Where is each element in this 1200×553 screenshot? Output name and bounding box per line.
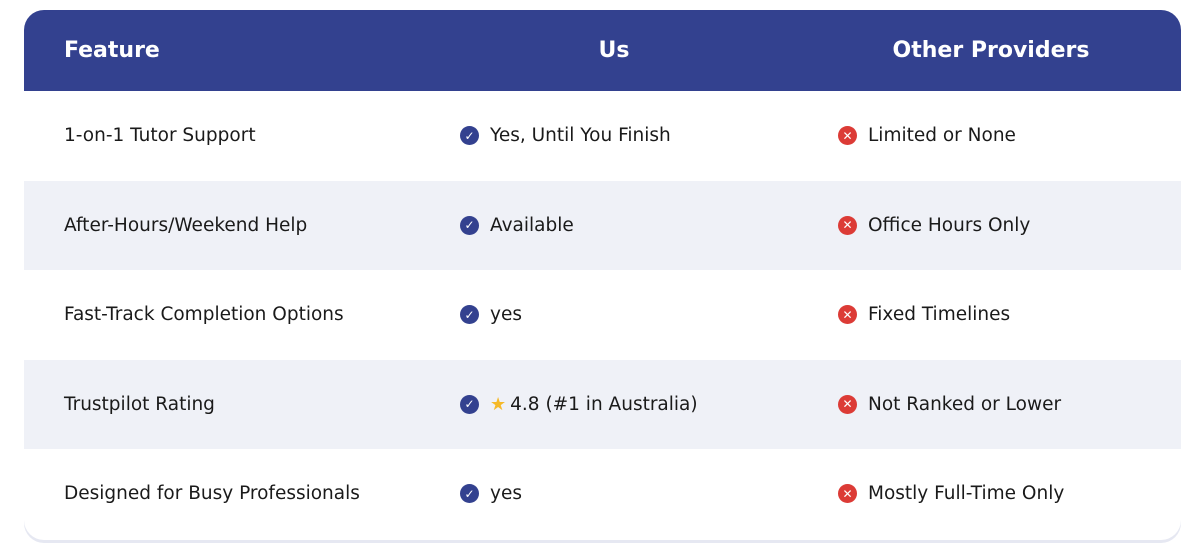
others-value: Office Hours Only [868, 214, 1031, 236]
others-cell: ✕ Mostly Full-Time Only [838, 449, 1064, 539]
feature-label: Designed for Busy Professionals [64, 483, 360, 504]
others-value: Fixed Timelines [868, 304, 1011, 325]
header-feature: Feature [64, 38, 160, 63]
feature-cell: After-Hours/Weekend Help [64, 181, 307, 271]
us-cell: ✓ ★ 4.8 (#1 in Australia) [460, 360, 698, 450]
us-value: yes [490, 483, 522, 504]
others-cell: ✕ Fixed Timelines [838, 270, 1010, 360]
check-circle-icon: ✓ [460, 484, 479, 504]
us-value: yes [490, 304, 522, 325]
others-cell: ✕ Limited or None [838, 91, 1016, 181]
table-row: Fast-Track Completion Options ✓ yes ✕ Fixe… [24, 270, 1181, 360]
us-value: Available [490, 214, 574, 236]
header-other-providers: Other Providers [892, 38, 1090, 63]
x-circle-icon: ✕ [838, 215, 857, 235]
feature-cell: Trustpilot Rating [64, 360, 215, 450]
others-value: Mostly Full-Time Only [868, 483, 1065, 504]
others-value: Not Ranked or Lower [868, 393, 1062, 415]
table-row: Trustpilot Rating ✓ ★ 4.8 (#1 in Australia… [24, 359, 1181, 450]
us-cell: ✓ Available [460, 181, 574, 271]
table-row: Designed for Busy Professionals ✓ yes ✕ Mo… [24, 449, 1181, 539]
check-circle-icon: ✓ [460, 215, 479, 235]
table-row: 1-on-1 Tutor Support ✓ Yes, Until You Fin… [24, 91, 1181, 181]
x-circle-icon: ✕ [838, 126, 857, 146]
comparison-table: Feature Us Other Providers 1-on-1 Tutor … [24, 10, 1181, 540]
check-circle-icon: ✓ [460, 126, 479, 146]
us-value: Yes, Until You Finish [490, 125, 671, 146]
check-circle-icon: ✓ [460, 394, 479, 414]
header-us: Us [598, 38, 630, 63]
feature-label: Fast-Track Completion Options [64, 304, 344, 325]
table-row: After-Hours/Weekend Help ✓ Available ✕ Off… [24, 180, 1181, 271]
x-circle-icon: ✕ [838, 484, 857, 504]
us-cell: ✓ yes [460, 449, 522, 539]
x-circle-icon: ✕ [838, 394, 857, 414]
feature-cell: 1-on-1 Tutor Support [64, 91, 256, 181]
check-circle-icon: ✓ [460, 305, 479, 325]
feature-label: 1-on-1 Tutor Support [64, 125, 256, 146]
others-cell: ✕ Office Hours Only [838, 181, 1030, 271]
others-value: Limited or None [868, 125, 1016, 146]
x-circle-icon: ✕ [838, 305, 857, 325]
others-cell: ✕ Not Ranked or Lower [838, 360, 1061, 450]
feature-cell: Designed for Busy Professionals [64, 449, 360, 539]
table-header: Feature Us Other Providers [24, 10, 1181, 91]
star-icon: ★ [490, 393, 507, 415]
us-cell: ✓ yes [460, 270, 522, 360]
us-cell: ✓ Yes, Until You Finish [460, 91, 671, 181]
us-value: 4.8 (#1 in Australia) [510, 393, 698, 415]
feature-label: Trustpilot Rating [64, 393, 215, 415]
feature-label: After-Hours/Weekend Help [64, 214, 308, 236]
feature-cell: Fast-Track Completion Options [64, 270, 344, 360]
